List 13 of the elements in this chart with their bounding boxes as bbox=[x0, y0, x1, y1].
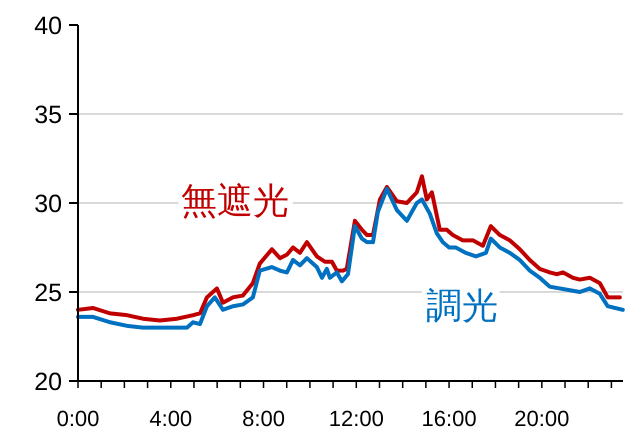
series-label: 無遮光 bbox=[181, 181, 289, 222]
y-tick-label: 35 bbox=[34, 100, 62, 129]
x-tick-label: 20:00 bbox=[514, 406, 570, 431]
series-label: 調光 bbox=[426, 286, 498, 327]
y-tick-label: 40 bbox=[34, 12, 62, 40]
x-tick-label: 4:00 bbox=[149, 406, 192, 431]
y-tick-label: 30 bbox=[34, 190, 62, 218]
y-tick-label: 20 bbox=[34, 368, 62, 396]
y-tick-label: 25 bbox=[34, 278, 62, 307]
x-tick-label: 16:00 bbox=[422, 406, 477, 431]
x-tick-label: 12:00 bbox=[328, 406, 384, 431]
x-tick-label: 0:00 bbox=[56, 406, 100, 431]
x-tick-label: 8:00 bbox=[242, 406, 285, 431]
